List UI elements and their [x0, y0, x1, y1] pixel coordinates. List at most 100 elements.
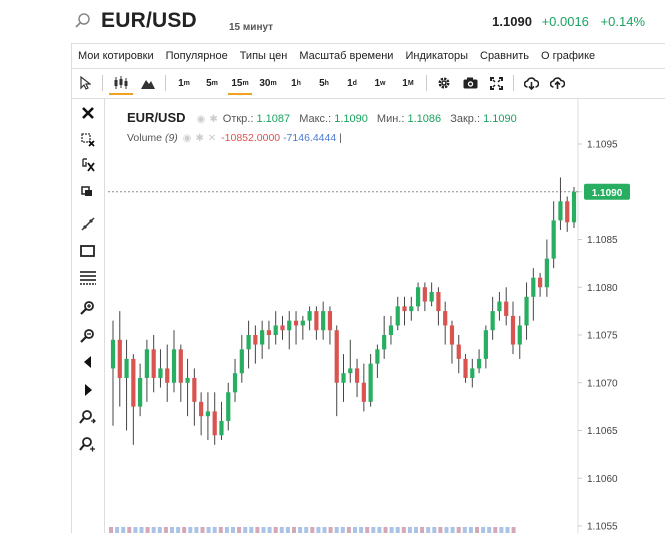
menu-indicators[interactable]: Индикаторы	[405, 50, 468, 62]
zoom-in-icon[interactable]	[78, 299, 98, 317]
volume-bar	[414, 527, 418, 533]
volume-bar	[133, 527, 138, 533]
volume-bar	[279, 527, 284, 533]
candle-down	[463, 358, 468, 378]
timeframe-30m[interactable]: 30 m	[259, 77, 277, 89]
volume-bar	[285, 527, 290, 533]
price-change-pct: +0.14%	[600, 14, 645, 29]
volume-value-1: -10852.0000	[221, 132, 281, 144]
timeframe-15m[interactable]: 15 m	[226, 68, 254, 98]
volume-bar	[157, 527, 162, 533]
menu-time-scale[interactable]: Масштаб времени	[299, 50, 394, 62]
toolbar-divider	[513, 75, 514, 91]
price-axis-label: 1.1060	[587, 474, 618, 485]
scroll-left-icon[interactable]	[78, 353, 98, 371]
candle-up	[205, 411, 211, 417]
candle-up	[144, 349, 149, 378]
volume-bar	[255, 527, 260, 533]
zoom-reset-icon[interactable]	[78, 435, 98, 453]
eye-icon[interactable]: ◉	[196, 114, 206, 125]
menu-popular[interactable]: Популярное	[165, 50, 228, 62]
settings-small-icon[interactable]: ✱	[195, 133, 204, 144]
volume-bar	[298, 527, 303, 533]
volume-bar	[475, 527, 479, 533]
candle-down	[436, 292, 441, 312]
camera-icon[interactable]	[457, 68, 483, 98]
volume-bar	[346, 527, 351, 533]
volume-bar	[194, 527, 199, 533]
drawing-toolbar	[71, 99, 105, 533]
rectangle-icon[interactable]	[78, 242, 98, 260]
crosshair-remove-icon[interactable]	[78, 131, 98, 149]
volume-bar	[267, 527, 272, 533]
candle-up	[232, 373, 238, 393]
candle-down	[192, 377, 197, 402]
candle-down	[422, 287, 427, 302]
candle-down	[449, 325, 455, 345]
search-icon[interactable]	[74, 12, 92, 30]
trendline-icon[interactable]	[78, 215, 98, 233]
download-icon[interactable]	[518, 68, 544, 98]
candle-down	[314, 311, 319, 331]
timeframe-label: 15 минут	[229, 22, 274, 33]
price-chart[interactable]: 1.1095 1.1090 1.1085 1.1080 1.1075 1.1070 1.10…	[104, 99, 665, 533]
toolbar-divider	[102, 75, 103, 91]
volume-bar	[426, 527, 431, 533]
menu-about-chart[interactable]: О графике	[541, 50, 596, 62]
volume-bar	[511, 527, 516, 533]
menu-compare[interactable]: Сравнить	[480, 50, 530, 62]
volume-bar	[401, 527, 406, 533]
zoom-out-icon[interactable]	[78, 327, 98, 345]
volume-bar	[188, 527, 193, 533]
fullscreen-icon[interactable]	[483, 68, 509, 98]
volume-bar	[200, 527, 205, 533]
scroll-right-icon[interactable]	[78, 381, 98, 399]
volume-bar	[340, 527, 345, 533]
upload-icon[interactable]	[544, 68, 570, 98]
volume-bar	[444, 527, 449, 533]
candle-up	[260, 330, 265, 345]
volume-bar	[334, 527, 339, 533]
magnet-icon[interactable]	[78, 157, 98, 175]
candles-icon[interactable]	[107, 68, 135, 98]
candle-up	[415, 287, 421, 307]
fibonacci-icon[interactable]	[78, 269, 98, 287]
volume-bar	[505, 527, 510, 533]
volume-bar	[407, 527, 412, 533]
candle-down	[334, 330, 339, 383]
menu-price-types[interactable]: Типы цен	[239, 50, 288, 62]
candle-up	[409, 306, 414, 312]
volume-bar	[438, 527, 443, 533]
volume-bar	[389, 527, 394, 533]
volume-bar	[243, 527, 248, 533]
volume-bar	[249, 527, 254, 533]
copy-icon[interactable]	[78, 183, 98, 201]
zoom-in-fit-icon[interactable]	[78, 408, 98, 426]
price-axis-label: 1.1085	[587, 235, 618, 246]
volume-bar	[487, 527, 492, 533]
eye-icon[interactable]: ◉	[182, 133, 192, 144]
legend-high-label: Макс.:	[299, 113, 332, 125]
volume-bar	[261, 527, 266, 533]
mountain-icon[interactable]	[135, 68, 161, 98]
candle-up	[395, 306, 400, 326]
gear-icon[interactable]	[431, 68, 457, 98]
volume-value-2: -7146.4444	[283, 132, 337, 144]
candle-up	[558, 201, 563, 221]
settings-small-icon[interactable]: ✱	[209, 114, 218, 125]
cursor-icon[interactable]	[72, 68, 98, 98]
remove-small-icon[interactable]: ✕	[207, 133, 217, 144]
close-icon[interactable]	[78, 105, 98, 123]
menu-my-quotes[interactable]: Мои котировки	[78, 50, 154, 62]
volume-bar	[292, 527, 296, 533]
candle-up	[429, 292, 434, 302]
legend-close: 1.1090	[483, 113, 517, 125]
volume-bar	[462, 527, 467, 533]
